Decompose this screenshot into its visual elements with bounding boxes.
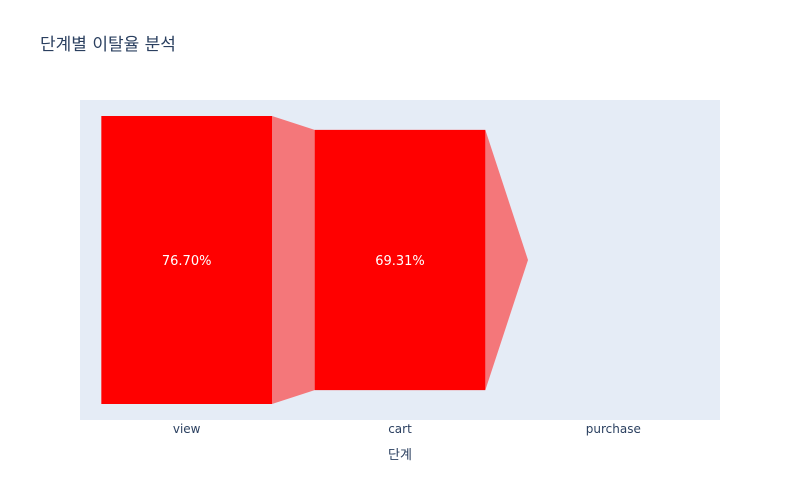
x-tick-cart: cart	[388, 422, 412, 436]
bar-label-cart: 69.31%	[375, 254, 425, 269]
x-tick-purchase: purchase	[586, 422, 641, 436]
x-axis-title: 단계	[388, 448, 412, 463]
connector-cart-purchase	[485, 129, 528, 391]
x-axis-ticks: view cart purchase	[173, 422, 641, 436]
x-tick-view: view	[173, 422, 201, 436]
connector-view-cart	[272, 116, 315, 404]
funnel-bar-cart[interactable]	[314, 129, 486, 391]
chart-title: 단계별 이탈율 분석	[40, 35, 176, 55]
funnel-bar-labels: 76.70% 69.31%	[162, 254, 425, 269]
bar-label-view: 76.70%	[162, 254, 212, 269]
funnel-bar-view[interactable]	[101, 116, 272, 404]
funnel-connectors	[272, 116, 528, 404]
funnel-bars	[101, 116, 486, 404]
